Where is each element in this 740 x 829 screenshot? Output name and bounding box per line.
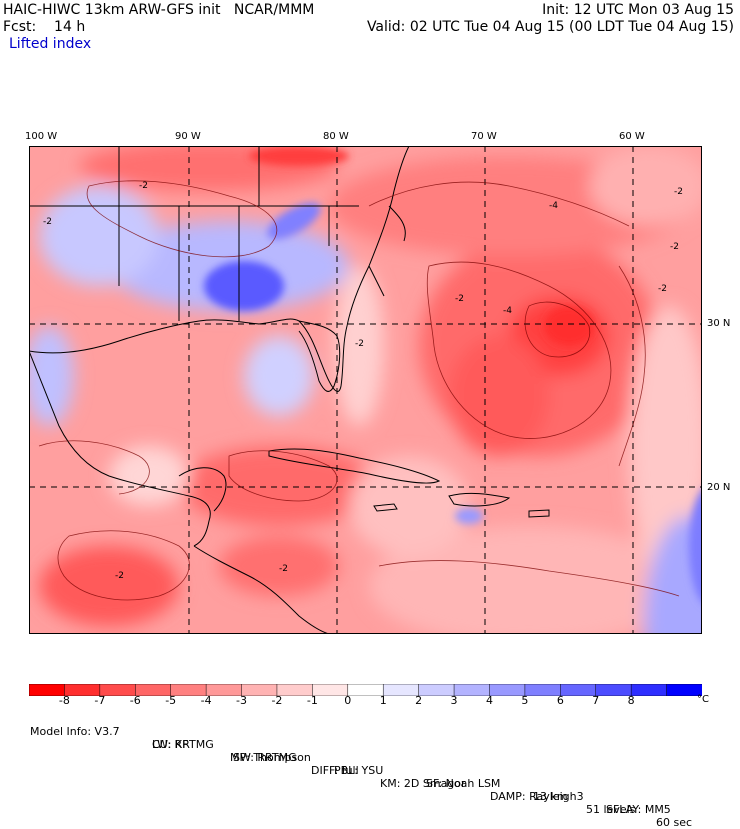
colorbar-tick-label: -1	[306, 694, 318, 707]
contour-label: -2	[279, 564, 288, 574]
model-info-sw: SW: RRTMG	[233, 751, 297, 764]
colorbar-tick-label: 0	[344, 694, 352, 707]
model-info-sflay: SFLAY: MM5	[606, 803, 671, 816]
colorbar-tick-label: -2	[271, 694, 283, 707]
colorbar	[28, 681, 703, 697]
contour-label: -2	[658, 284, 667, 294]
central-america	[193, 545, 330, 634]
colorbar-tick-label: 1	[379, 694, 387, 707]
model-info-diff: DIFF: full	[311, 764, 359, 777]
colorbar-tick-label: -3	[236, 694, 247, 707]
contour-label: -2	[670, 242, 679, 252]
hispaniola	[448, 492, 511, 507]
jamaica	[373, 503, 398, 512]
colorbar-tick-label: 2	[415, 694, 423, 707]
state-border-1	[29, 146, 359, 321]
colorbar-tick-label: 4	[485, 694, 493, 707]
model-info-damp: DAMP: Rayleigh3	[490, 790, 584, 803]
east-coast-islands	[368, 205, 406, 297]
colorbar-tick-label: 7	[592, 694, 600, 707]
us-gulf-coast	[29, 146, 410, 392]
colorbar-tick-label: 8	[627, 694, 635, 707]
model-title: HAIC-HIWC 13km ARW-GFS init NCAR/MMM	[3, 2, 315, 18]
lon-label-70w: 70 W	[471, 131, 497, 142]
colorbar-tick-label: -7	[94, 694, 106, 707]
lon-label-100w: 100 W	[25, 131, 58, 142]
cuba	[268, 448, 441, 484]
lon-label-80w: 80 W	[323, 131, 349, 142]
lat-label-20n: 20 N	[707, 482, 731, 493]
lat-label-30n: 30 N	[707, 318, 731, 329]
contour-label: -4	[503, 306, 512, 316]
contour-label: -4	[549, 201, 558, 211]
colorbar-unit: °C	[697, 694, 709, 705]
colorbar-tick-label: 6	[556, 694, 564, 707]
colorbar-tick-label: 5	[521, 694, 529, 707]
model-info-timestep: 60 sec	[656, 816, 693, 829]
mexico-coast	[29, 350, 211, 547]
lifted-index-map: -2 -2 -2 -2 -4 -4 -2 -2 -2 -2 -2	[29, 146, 702, 634]
lon-label-60w: 60 W	[619, 131, 645, 142]
colorbar-tick-label: -5	[165, 694, 177, 707]
init-time: Init: 12 UTC Mon 03 Aug 15	[542, 2, 734, 18]
colorbar-tick-label: -6	[129, 694, 141, 707]
contour-label: -2	[115, 571, 124, 581]
valid-time: Valid: 02 UTC Tue 04 Aug 15 (00 LDT Tue …	[366, 19, 734, 35]
colorbar-swatches	[28, 683, 703, 697]
model-info-version: Model Info: V3.7	[30, 725, 120, 738]
field-name: Lifted index	[9, 36, 92, 52]
colorbar-tick-label: -4	[200, 694, 212, 707]
colorbar-tick-label: 3	[450, 694, 458, 707]
model-info-line2: LW: RRTMG SW: RRTMG DIFF: full KM: 2D Sm…	[30, 725, 720, 816]
contour-label: -2	[139, 181, 148, 191]
model-info-km: KM: 2D Smagor	[380, 777, 466, 790]
colorbar-tick-label: -8	[58, 694, 70, 707]
contour-label: -2	[355, 339, 364, 349]
florida-outline	[298, 320, 341, 392]
forecast-hour: Fcst: 14 h	[3, 19, 86, 35]
contour-label: -2	[674, 187, 683, 197]
contour-label: -2	[43, 217, 52, 227]
puerto-rico	[528, 509, 550, 518]
yucatan	[178, 467, 227, 512]
contour-label: -2	[455, 294, 464, 304]
lon-label-90w: 90 W	[175, 131, 201, 142]
